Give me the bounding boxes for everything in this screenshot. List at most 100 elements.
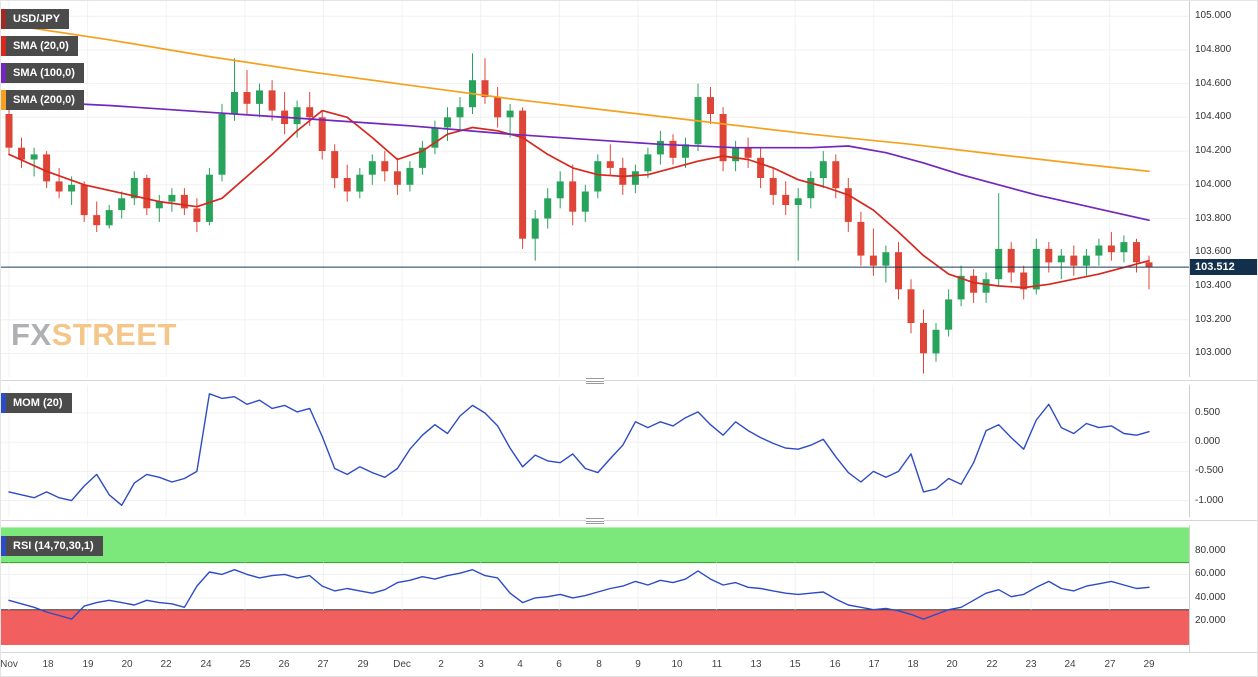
candle-body xyxy=(644,154,652,172)
separator-grip-icon[interactable] xyxy=(586,378,604,384)
sma-legend-box[interactable]: SMA (20,0) xyxy=(1,36,78,56)
time-axis-label: Dec xyxy=(393,659,411,670)
candle-body xyxy=(393,171,401,185)
candle-body xyxy=(719,114,727,162)
candle-body xyxy=(155,201,163,209)
candle-body xyxy=(68,184,76,192)
momentum-axis[interactable]: 0.500 0.000 -0.500 -1.000 xyxy=(1189,385,1257,517)
candle-body xyxy=(945,299,953,330)
sma-200-line xyxy=(8,23,1150,173)
symbol-legend[interactable]: USD/JPY xyxy=(1,9,70,29)
axis-tick-label: 104.800 xyxy=(1195,43,1232,55)
time-axis-label: Nov xyxy=(0,659,18,670)
time-axis-label: 24 xyxy=(1064,659,1076,670)
axis-tick-label: 103.800 xyxy=(1195,212,1232,224)
sma-100-line xyxy=(8,99,1150,222)
candle-body xyxy=(757,157,765,178)
symbol-label: USD/JPY xyxy=(13,13,61,25)
separator-grip-icon[interactable] xyxy=(586,518,604,524)
sma-label: SMA (200,0) xyxy=(13,94,75,106)
candle-body xyxy=(55,181,63,192)
axis-tick-label: -1.000 xyxy=(1195,494,1224,506)
time-axis-label: 4 xyxy=(517,659,523,670)
price-chart-canvas[interactable] xyxy=(1,1,1189,377)
candle-body xyxy=(744,147,752,158)
symbol-candle-icon xyxy=(1,9,6,29)
axis-tick-label: 0.500 xyxy=(1195,407,1221,419)
candle-body xyxy=(481,80,489,98)
rsi-axis[interactable]: 80.000 60.000 40.000 20.000 xyxy=(1189,525,1257,652)
candle-body xyxy=(205,174,213,222)
panel-separator[interactable] xyxy=(1,377,1257,385)
candle-body xyxy=(418,147,426,168)
candle-body xyxy=(857,221,865,256)
time-axis-label: 11 xyxy=(711,659,723,670)
candle-body xyxy=(268,90,276,111)
mom-legend-box[interactable]: MOM (20) xyxy=(1,393,72,413)
candle-body xyxy=(331,151,339,179)
axis-tick-label: 105.000 xyxy=(1195,10,1232,22)
candle-body xyxy=(30,154,38,160)
candle-body xyxy=(1107,245,1115,253)
price-panel: 103.512 105.000 104.800 104.600 104.400 104.… xyxy=(1,1,1257,377)
axis-tick-label: 20.000 xyxy=(1195,615,1226,627)
time-axis-label: 20 xyxy=(946,659,958,670)
candle-body xyxy=(970,275,978,293)
candle-body xyxy=(769,178,777,195)
axis-tick-label: 104.600 xyxy=(1195,77,1232,89)
candle-body xyxy=(920,323,927,354)
sma-legend-box[interactable]: SMA (200,0) xyxy=(1,90,84,110)
candle-body xyxy=(581,191,589,212)
candle-body xyxy=(406,167,414,185)
candle-body xyxy=(1045,248,1053,263)
candle-body xyxy=(895,252,902,290)
momentum-panel: 0.500 0.000 -0.500 -1.000 MOM (20) xyxy=(1,385,1257,517)
momentum-chart-canvas[interactable] xyxy=(1,385,1189,517)
sma-legend-box[interactable]: SMA (100,0) xyxy=(1,63,84,83)
candle-body xyxy=(631,171,639,185)
rsi-overbought-band xyxy=(1,527,1189,563)
candle-body xyxy=(381,161,389,172)
time-axis-label: 6 xyxy=(556,659,562,670)
rsi-chart-canvas[interactable] xyxy=(1,525,1189,652)
candle-body xyxy=(1133,242,1140,263)
candle-body xyxy=(318,117,326,151)
fxstreet-watermark: FXSTREET xyxy=(11,317,177,353)
time-axis-label: 9 xyxy=(635,659,641,670)
candle-body xyxy=(456,107,464,118)
candle-body xyxy=(143,178,151,209)
axis-tick-label: 103.600 xyxy=(1195,246,1232,258)
sma-label: SMA (20,0) xyxy=(13,40,69,52)
time-axis-label: 16 xyxy=(829,659,841,670)
candle-body xyxy=(907,289,915,323)
axis-tick-label: 60.000 xyxy=(1195,568,1226,580)
candle-body xyxy=(594,161,602,192)
time-axis-label: 15 xyxy=(789,659,801,670)
candle-body xyxy=(732,147,740,162)
sma-20-line xyxy=(8,109,1150,289)
candle-body xyxy=(957,275,965,300)
candle-body xyxy=(682,144,689,158)
time-axis[interactable]: Nov 18 19 20 22 24 25 26 27 29 Dec 2 3 4 6 8 9 10 11 13 15 16… xyxy=(0,652,1257,676)
main-legend: USD/JPY SMA (20,0) SMA (100,0) SMA (200,0) xyxy=(1,9,84,110)
candle-body xyxy=(431,127,439,148)
candle-body xyxy=(1082,255,1090,266)
axis-tick-label: 104.400 xyxy=(1195,111,1232,123)
candle-body xyxy=(782,194,790,205)
sma-color-stripe xyxy=(1,63,6,83)
price-axis[interactable]: 103.512 105.000 104.800 104.600 104.400 104.… xyxy=(1189,1,1257,377)
axis-tick-label: 103.000 xyxy=(1195,347,1232,359)
candle-body xyxy=(180,194,188,209)
time-axis-label: 8 xyxy=(596,659,602,670)
panel-separator[interactable] xyxy=(1,517,1257,525)
candle-body xyxy=(544,198,552,219)
candle-body xyxy=(5,114,13,148)
rsi-color-stripe xyxy=(1,536,6,556)
candle-body xyxy=(1007,248,1015,273)
rsi-legend-box[interactable]: RSI (14,70,30,1) xyxy=(1,536,103,556)
axis-tick-label: 103.400 xyxy=(1195,279,1232,291)
candle-body xyxy=(1057,255,1065,263)
candle-body xyxy=(506,110,514,118)
candle-body xyxy=(306,107,314,118)
candle-body xyxy=(1070,255,1078,266)
